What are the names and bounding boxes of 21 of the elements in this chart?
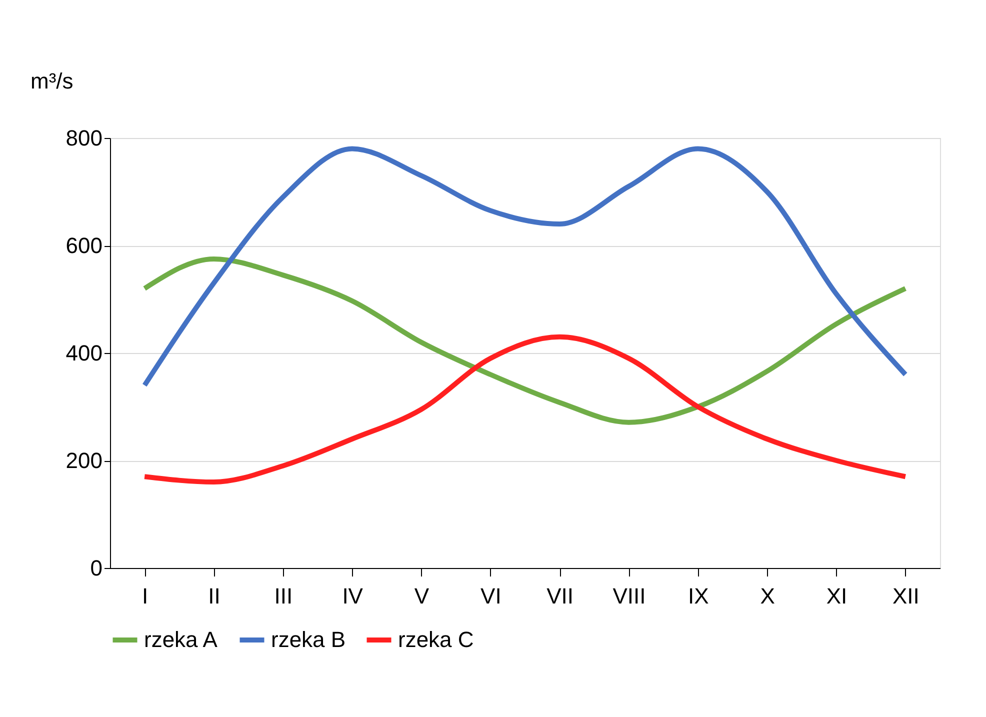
legend-label: rzeka C: [398, 627, 474, 652]
x-tick-label: XI: [826, 584, 848, 608]
y-tick-label: 800: [66, 126, 102, 150]
y-tick-label: 200: [66, 448, 102, 473]
x-tick-label: X: [760, 584, 776, 608]
x-tick-label: VIII: [612, 584, 646, 608]
x-tick-label: V: [414, 584, 430, 608]
y-tick-label: 0: [90, 556, 102, 580]
x-tick-label: IX: [688, 584, 710, 608]
x-tick-label: VI: [480, 584, 502, 608]
x-tick-label: VII: [546, 584, 574, 608]
legend-label: rzeka B: [271, 627, 346, 652]
x-tick-label: III: [274, 584, 293, 608]
y-tick-label: 400: [66, 340, 102, 366]
x-tick-label: IV: [342, 584, 364, 608]
y-axis-title: m³/s: [30, 68, 74, 94]
x-tick-label: II: [208, 584, 220, 608]
x-tick-label: XII: [892, 584, 920, 608]
y-tick-label: 600: [66, 233, 102, 258]
legend-label: rzeka A: [144, 627, 218, 652]
x-tick-label: I: [142, 584, 148, 608]
